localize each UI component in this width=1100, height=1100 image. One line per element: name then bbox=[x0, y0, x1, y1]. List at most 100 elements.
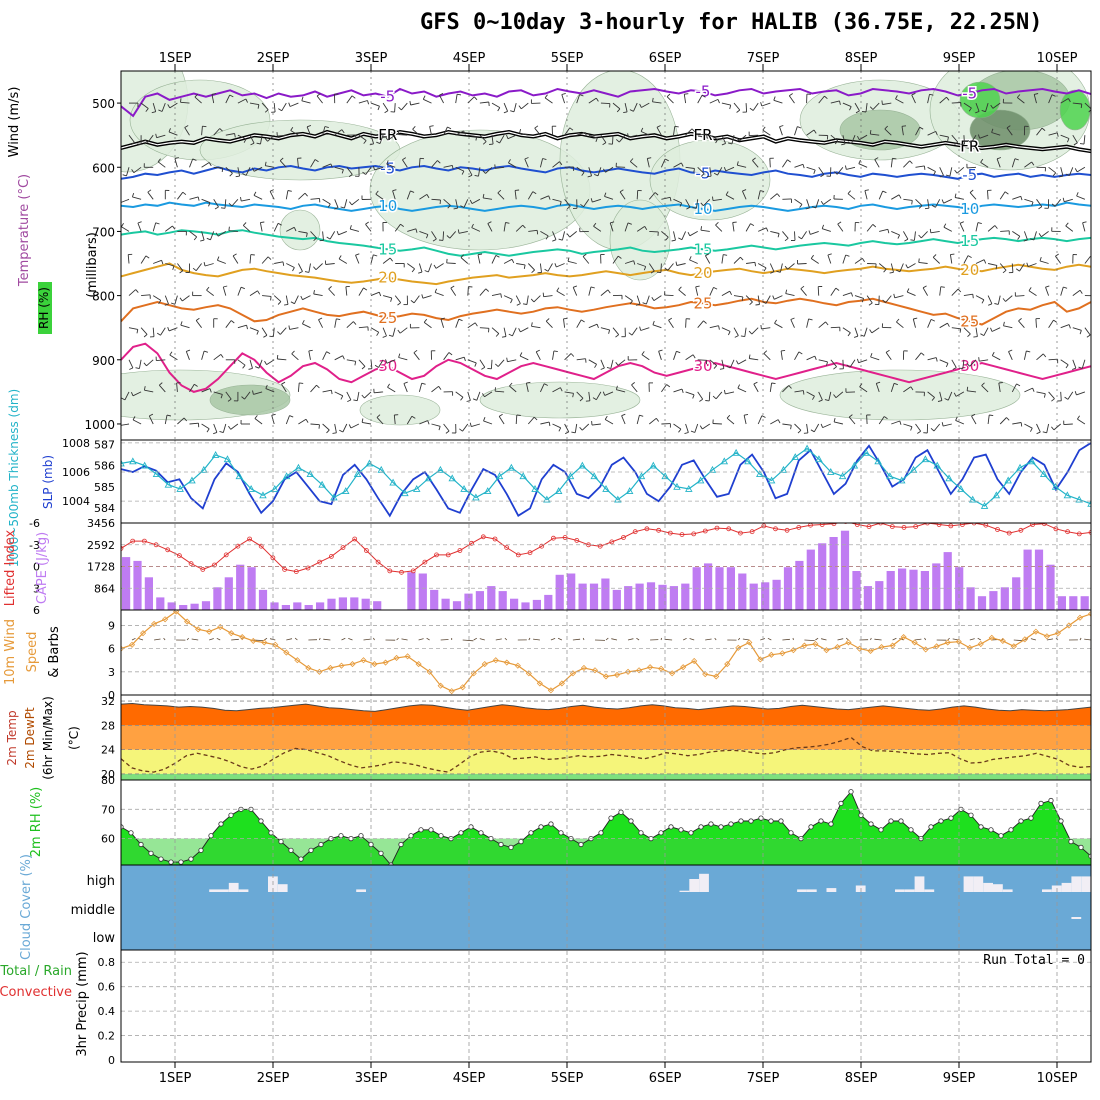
rh2m-point bbox=[688, 830, 694, 836]
rh2m-point bbox=[468, 824, 474, 830]
wind-barb bbox=[649, 417, 657, 425]
cape-bar bbox=[669, 586, 678, 610]
wind-barb-flag bbox=[952, 367, 957, 370]
wind-barb-flag bbox=[763, 350, 768, 354]
rh2m-point bbox=[538, 824, 544, 830]
wind-barb bbox=[1060, 134, 1070, 139]
wind-barb bbox=[455, 391, 464, 398]
wind-barb-10m bbox=[154, 638, 161, 641]
wind-barb bbox=[702, 423, 711, 430]
wind-speed-point bbox=[151, 620, 158, 627]
wind-barb bbox=[854, 327, 859, 337]
isotherm-label: FR bbox=[960, 138, 979, 156]
wind-barb-flag bbox=[882, 299, 886, 303]
wind-barb-flag bbox=[798, 236, 802, 240]
wind-barb-flag bbox=[339, 429, 344, 433]
thickness-point bbox=[779, 465, 788, 473]
cape-bar bbox=[795, 560, 804, 610]
wind-barb bbox=[325, 263, 335, 265]
wind-barb bbox=[449, 231, 457, 239]
wind-barb bbox=[527, 416, 535, 425]
wind-barb bbox=[201, 423, 210, 430]
thickness-point bbox=[129, 457, 137, 465]
wind-barb-flag bbox=[172, 265, 175, 270]
wind-barb-flag bbox=[353, 321, 357, 325]
wind-barb bbox=[927, 130, 936, 136]
wind-barb-10m bbox=[605, 637, 609, 641]
wind-barb-flag bbox=[164, 303, 169, 306]
wind-barb bbox=[418, 158, 421, 168]
wind-barb-flag bbox=[372, 165, 375, 171]
wind-barb-flag bbox=[438, 386, 442, 390]
wind-barb-flag bbox=[1038, 206, 1043, 210]
wind-barb bbox=[533, 295, 541, 303]
wind-barb bbox=[794, 423, 802, 431]
rh2m-point bbox=[478, 830, 484, 836]
wind-barb-flag bbox=[369, 143, 374, 146]
wind-barb-flag bbox=[924, 207, 930, 210]
wind-barb bbox=[830, 326, 840, 329]
wind-barb-flag bbox=[808, 230, 811, 235]
temp-band-below-20 bbox=[121, 773, 1091, 780]
wind-barb-flag bbox=[1015, 268, 1020, 272]
chart-title: GFS 0~10day 3-hourly for HALIB (36.75E, … bbox=[420, 10, 1043, 35]
li-ytick: 0 bbox=[33, 561, 40, 574]
temp-ylabel-2: 2m DewPt bbox=[23, 707, 37, 769]
wind-barb-flag bbox=[143, 334, 148, 338]
wind-barb-flag bbox=[1051, 426, 1055, 431]
wind-barb bbox=[769, 158, 771, 168]
rh2m-point bbox=[168, 859, 174, 865]
wind-barb-flag bbox=[469, 422, 472, 427]
isotherm-label: 15 bbox=[693, 240, 712, 258]
wind-barb-flag bbox=[763, 267, 767, 272]
wind-barb bbox=[249, 327, 259, 332]
wind-barb-flag bbox=[681, 388, 684, 394]
wind-barb bbox=[757, 415, 763, 425]
wind-barb bbox=[524, 158, 529, 168]
wind-barb-flag bbox=[790, 317, 795, 320]
lifted-index-point bbox=[1030, 523, 1035, 527]
wind-barb-flag bbox=[232, 253, 237, 257]
cape-bar bbox=[1023, 549, 1032, 610]
wind-barb bbox=[455, 319, 460, 328]
temp-mid-band bbox=[121, 725, 1091, 750]
wind-barb bbox=[539, 383, 545, 393]
rh2m-point bbox=[268, 830, 274, 836]
wind-barb bbox=[576, 94, 581, 104]
wind-barb-flag bbox=[686, 206, 691, 210]
wind-barb bbox=[648, 263, 655, 272]
wind-barb bbox=[818, 167, 825, 175]
wind-barb bbox=[413, 295, 420, 304]
wind-barb bbox=[1072, 134, 1078, 144]
wind-speed-point bbox=[283, 649, 290, 656]
wind-barb bbox=[800, 288, 807, 296]
wind-barb bbox=[210, 231, 215, 240]
wind-barb-flag bbox=[1014, 158, 1019, 161]
wind-speed-point bbox=[1021, 636, 1028, 643]
rh2m-point bbox=[668, 824, 674, 830]
wind-barb-flag bbox=[966, 386, 969, 391]
wind-barb-flag bbox=[887, 229, 890, 234]
wind-barb bbox=[406, 415, 413, 425]
wind-barb bbox=[697, 320, 704, 328]
thickness-point bbox=[696, 476, 705, 484]
wind-barb-flag bbox=[341, 129, 345, 134]
wind-barb-10m bbox=[163, 637, 166, 641]
wind-speed-point bbox=[988, 634, 995, 641]
wind-barb-flag bbox=[631, 382, 635, 386]
wind-barb-flag bbox=[727, 331, 731, 336]
wind-speed-point bbox=[128, 641, 136, 648]
wind-barb-flag bbox=[693, 168, 695, 173]
cape-bar bbox=[943, 552, 952, 610]
wind-barb-flag bbox=[941, 199, 945, 204]
wind-barb bbox=[262, 295, 272, 297]
wind-barb bbox=[165, 263, 175, 267]
wind-barb bbox=[576, 391, 584, 399]
wind-barb bbox=[393, 414, 396, 425]
wind-barb bbox=[460, 257, 469, 264]
wind-barb bbox=[189, 383, 195, 393]
isotherm-line bbox=[121, 297, 1091, 326]
wind-barb bbox=[927, 357, 937, 361]
wind-barb bbox=[152, 295, 162, 301]
rh2m-point bbox=[698, 824, 704, 830]
